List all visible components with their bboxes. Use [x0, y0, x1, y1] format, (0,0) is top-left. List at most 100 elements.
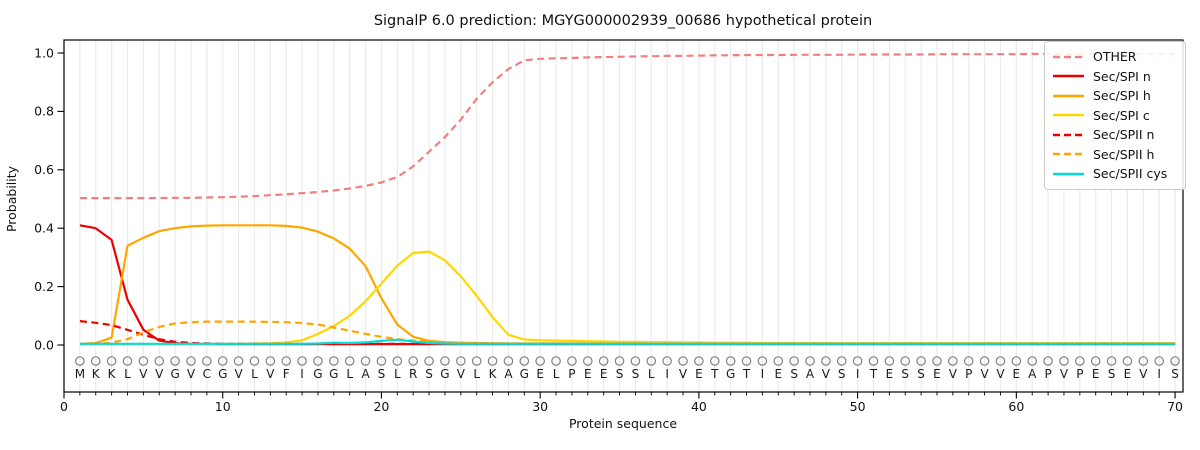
residue-marker: [789, 356, 799, 366]
legend-item-label: Sec/SPII n: [1093, 127, 1155, 143]
residue-marker: [995, 356, 1006, 366]
sequence-letter: I: [856, 367, 860, 381]
sequence-letter: G: [329, 367, 338, 381]
sequence-letter: S: [838, 367, 846, 381]
residue-marker: [948, 356, 958, 366]
residue-marker: [1011, 356, 1022, 366]
legend-item: Sec/SPI c: [1052, 106, 1177, 126]
residue-marker: [694, 356, 704, 366]
residue-marker: [170, 356, 180, 366]
sequence-letter: V: [822, 367, 831, 381]
y-tick-label: 0.4: [34, 221, 54, 236]
legend-item: Sec/SPII h: [1052, 145, 1177, 165]
sequence-letter: V: [996, 367, 1005, 381]
sequence-letter: I: [1157, 367, 1161, 381]
sequence-letter: L: [124, 367, 131, 381]
residue-marker: [202, 356, 212, 366]
sequence-letter: V: [155, 367, 164, 381]
residue-marker: [106, 356, 117, 366]
residue-marker: [297, 356, 307, 366]
residue-marker: [249, 356, 260, 366]
y-tick-label: 0.6: [34, 162, 54, 177]
sequence-letter: G: [726, 367, 735, 381]
series-line-sec-spi-n: [79, 224, 1176, 346]
sequence-letter: C: [203, 367, 211, 381]
residue-marker: [265, 356, 276, 366]
residue-marker: [519, 356, 530, 366]
legend-item: Sec/SPII n: [1052, 125, 1177, 145]
y-axis-label: Probability: [4, 165, 19, 232]
residue-marker: [392, 356, 403, 366]
sequence-letter: E: [1092, 367, 1100, 381]
residue-marker: [471, 356, 482, 366]
sequence-letter: S: [616, 367, 624, 381]
sequence-letter: I: [761, 367, 765, 381]
sequence-letter: E: [600, 367, 608, 381]
residue-marker: [757, 356, 768, 366]
series-line-other: [79, 52, 1176, 200]
residue-marker: [90, 356, 101, 366]
legend: OTHER Sec/SPI n Sec/SPI h Sec/SPI c Sec/SPII…: [1044, 41, 1186, 190]
sequence-letter: E: [584, 367, 592, 381]
residue-marker: [503, 356, 514, 366]
sequence-letter: S: [1108, 367, 1116, 381]
residue-marker: [344, 356, 355, 366]
residue-marker: [979, 356, 990, 366]
sequence-letter: S: [790, 367, 798, 381]
residue-marker: [963, 356, 974, 366]
plot-frame: [63, 39, 1184, 393]
x-tick-label: 70: [1167, 399, 1183, 414]
legend-item-label: Sec/SPII h: [1093, 146, 1155, 162]
residue-marker: [217, 356, 228, 366]
residue-marker: [805, 356, 815, 366]
residue-marker: [487, 356, 498, 366]
residue-marker: [456, 356, 466, 366]
residue-marker: [773, 356, 784, 366]
sequence-letter: E: [933, 367, 941, 381]
sequence-letter: P: [965, 367, 972, 381]
series-line-sec-spii-cys: [79, 338, 1176, 345]
legend-item-label: OTHER: [1093, 49, 1137, 65]
y-tick-label: 0.0: [34, 337, 54, 352]
series-line-sec-spi-c: [79, 250, 1176, 346]
sequence-letter: L: [473, 367, 480, 381]
series-line-sec-spii-n: [79, 320, 1176, 345]
legend-line-sample: [1053, 172, 1084, 175]
y-tick-label: 0.2: [34, 279, 54, 294]
legend-line-sample: [1053, 153, 1084, 156]
legend-item: Sec/SPI h: [1052, 86, 1177, 106]
sequence-letter: P: [1044, 367, 1051, 381]
legend-line-sample: [1053, 55, 1084, 58]
sequence-letter: K: [108, 367, 117, 381]
residue-marker: [75, 356, 85, 366]
legend-item-label: Sec/SPI h: [1093, 88, 1151, 104]
residue-marker: [821, 356, 831, 366]
residue-marker: [360, 356, 371, 366]
residue-marker: [1027, 356, 1038, 366]
sequence-letter: G: [313, 367, 322, 381]
sequence-letter: E: [695, 367, 703, 381]
sequence-letter: V: [1139, 367, 1148, 381]
residue-marker: [281, 356, 292, 366]
sequence-letter: S: [378, 367, 386, 381]
sequence-letter: T: [869, 367, 878, 381]
residue-marker: [598, 356, 609, 366]
sequence-letter: S: [901, 367, 909, 381]
grid-layer: [79, 41, 1176, 391]
sequence-letter: G: [170, 367, 179, 381]
sequence-letter: M: [75, 367, 85, 381]
chart-title: SignalP 6.0 prediction: MGYG000002939_00…: [374, 13, 872, 29]
sequence-letter: P: [568, 367, 575, 381]
sequence-letter: V: [679, 367, 688, 381]
residue-marker: [900, 356, 911, 366]
legend-line-sample: [1053, 94, 1084, 97]
residue-marker: [630, 356, 641, 366]
y-tick-label: 0.8: [34, 104, 54, 119]
sequence-letter: S: [1171, 367, 1179, 381]
residue-marker: [1170, 356, 1180, 366]
sequence-letter: L: [648, 367, 655, 381]
sequence-letter: S: [917, 367, 925, 381]
legend-line-sample: [1053, 75, 1084, 78]
residue-marker: [186, 356, 196, 366]
